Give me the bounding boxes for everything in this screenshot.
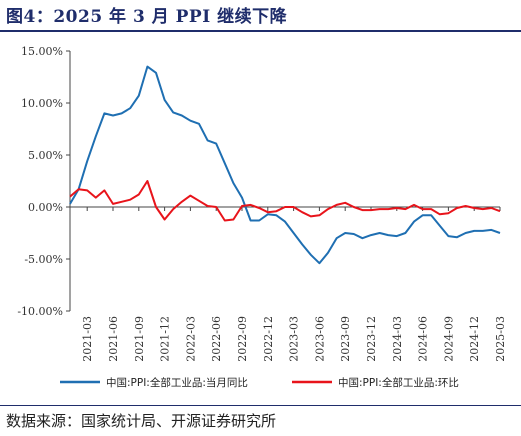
- footer-rule: [0, 405, 521, 406]
- x-tick-label: 2025-03: [494, 316, 507, 362]
- x-tick-label: 2023-03: [288, 316, 301, 362]
- x-tick-labels: 2021-03 2021-06 2021-09 2021-12 2022-03 2022-…: [81, 207, 507, 362]
- x-tick-label: 2022-12: [262, 316, 275, 362]
- y-tick-label: -10.00%: [17, 305, 63, 318]
- x-tick-label: 2024-09: [442, 316, 455, 362]
- x-tick-label: 2023-12: [365, 316, 378, 362]
- x-tick-label: 2021-06: [107, 316, 120, 362]
- legend-label-yoy: 中国:PPI:全部工业品:当月同比: [106, 376, 248, 389]
- y-tick-label: 10.00%: [21, 97, 63, 110]
- x-tick-label: 2021-09: [133, 316, 146, 362]
- series-line-yoy: [69, 65, 501, 265]
- x-tick-label: 2024-12: [468, 316, 481, 362]
- x-tick-label: 2021-03: [81, 316, 94, 362]
- y-tick-label: 5.00%: [28, 149, 63, 162]
- x-tick-label: 2022-09: [236, 316, 249, 362]
- source-note: 数据来源：国家统计局、开源证券研究所: [6, 412, 277, 430]
- x-tick-label: 2023-09: [339, 316, 352, 362]
- x-tick-label: 2021-12: [159, 316, 172, 362]
- x-tick-label: 2022-03: [184, 316, 197, 362]
- y-tick-label: 0.00%: [28, 201, 63, 214]
- chart-title: 图4：2025 年 3 月 PPI 继续下降: [6, 7, 288, 27]
- series-line-mom: [69, 180, 501, 222]
- chart: 15.00% 10.00% 5.00% 0.00% -5.00% -10.00% 2021…: [17, 45, 507, 389]
- x-tick-label: 2024-06: [417, 316, 430, 362]
- legend: 中国:PPI:全部工业品:当月同比 中国:PPI:全部工业品:环比: [60, 376, 459, 389]
- x-tick-label: 2024-03: [391, 316, 404, 362]
- y-tick-label: 15.00%: [21, 45, 63, 58]
- legend-label-mom: 中国:PPI:全部工业品:环比: [338, 376, 459, 389]
- x-tick-label: 2022-06: [210, 316, 223, 362]
- x-tick-label: 2023-06: [313, 316, 326, 362]
- y-tick-labels: 15.00% 10.00% 5.00% 0.00% -5.00% -10.00%: [17, 45, 70, 318]
- axes: [69, 51, 500, 311]
- title-rule: [0, 30, 521, 32]
- y-tick-label: -5.00%: [24, 253, 63, 266]
- series-lines: [69, 65, 501, 265]
